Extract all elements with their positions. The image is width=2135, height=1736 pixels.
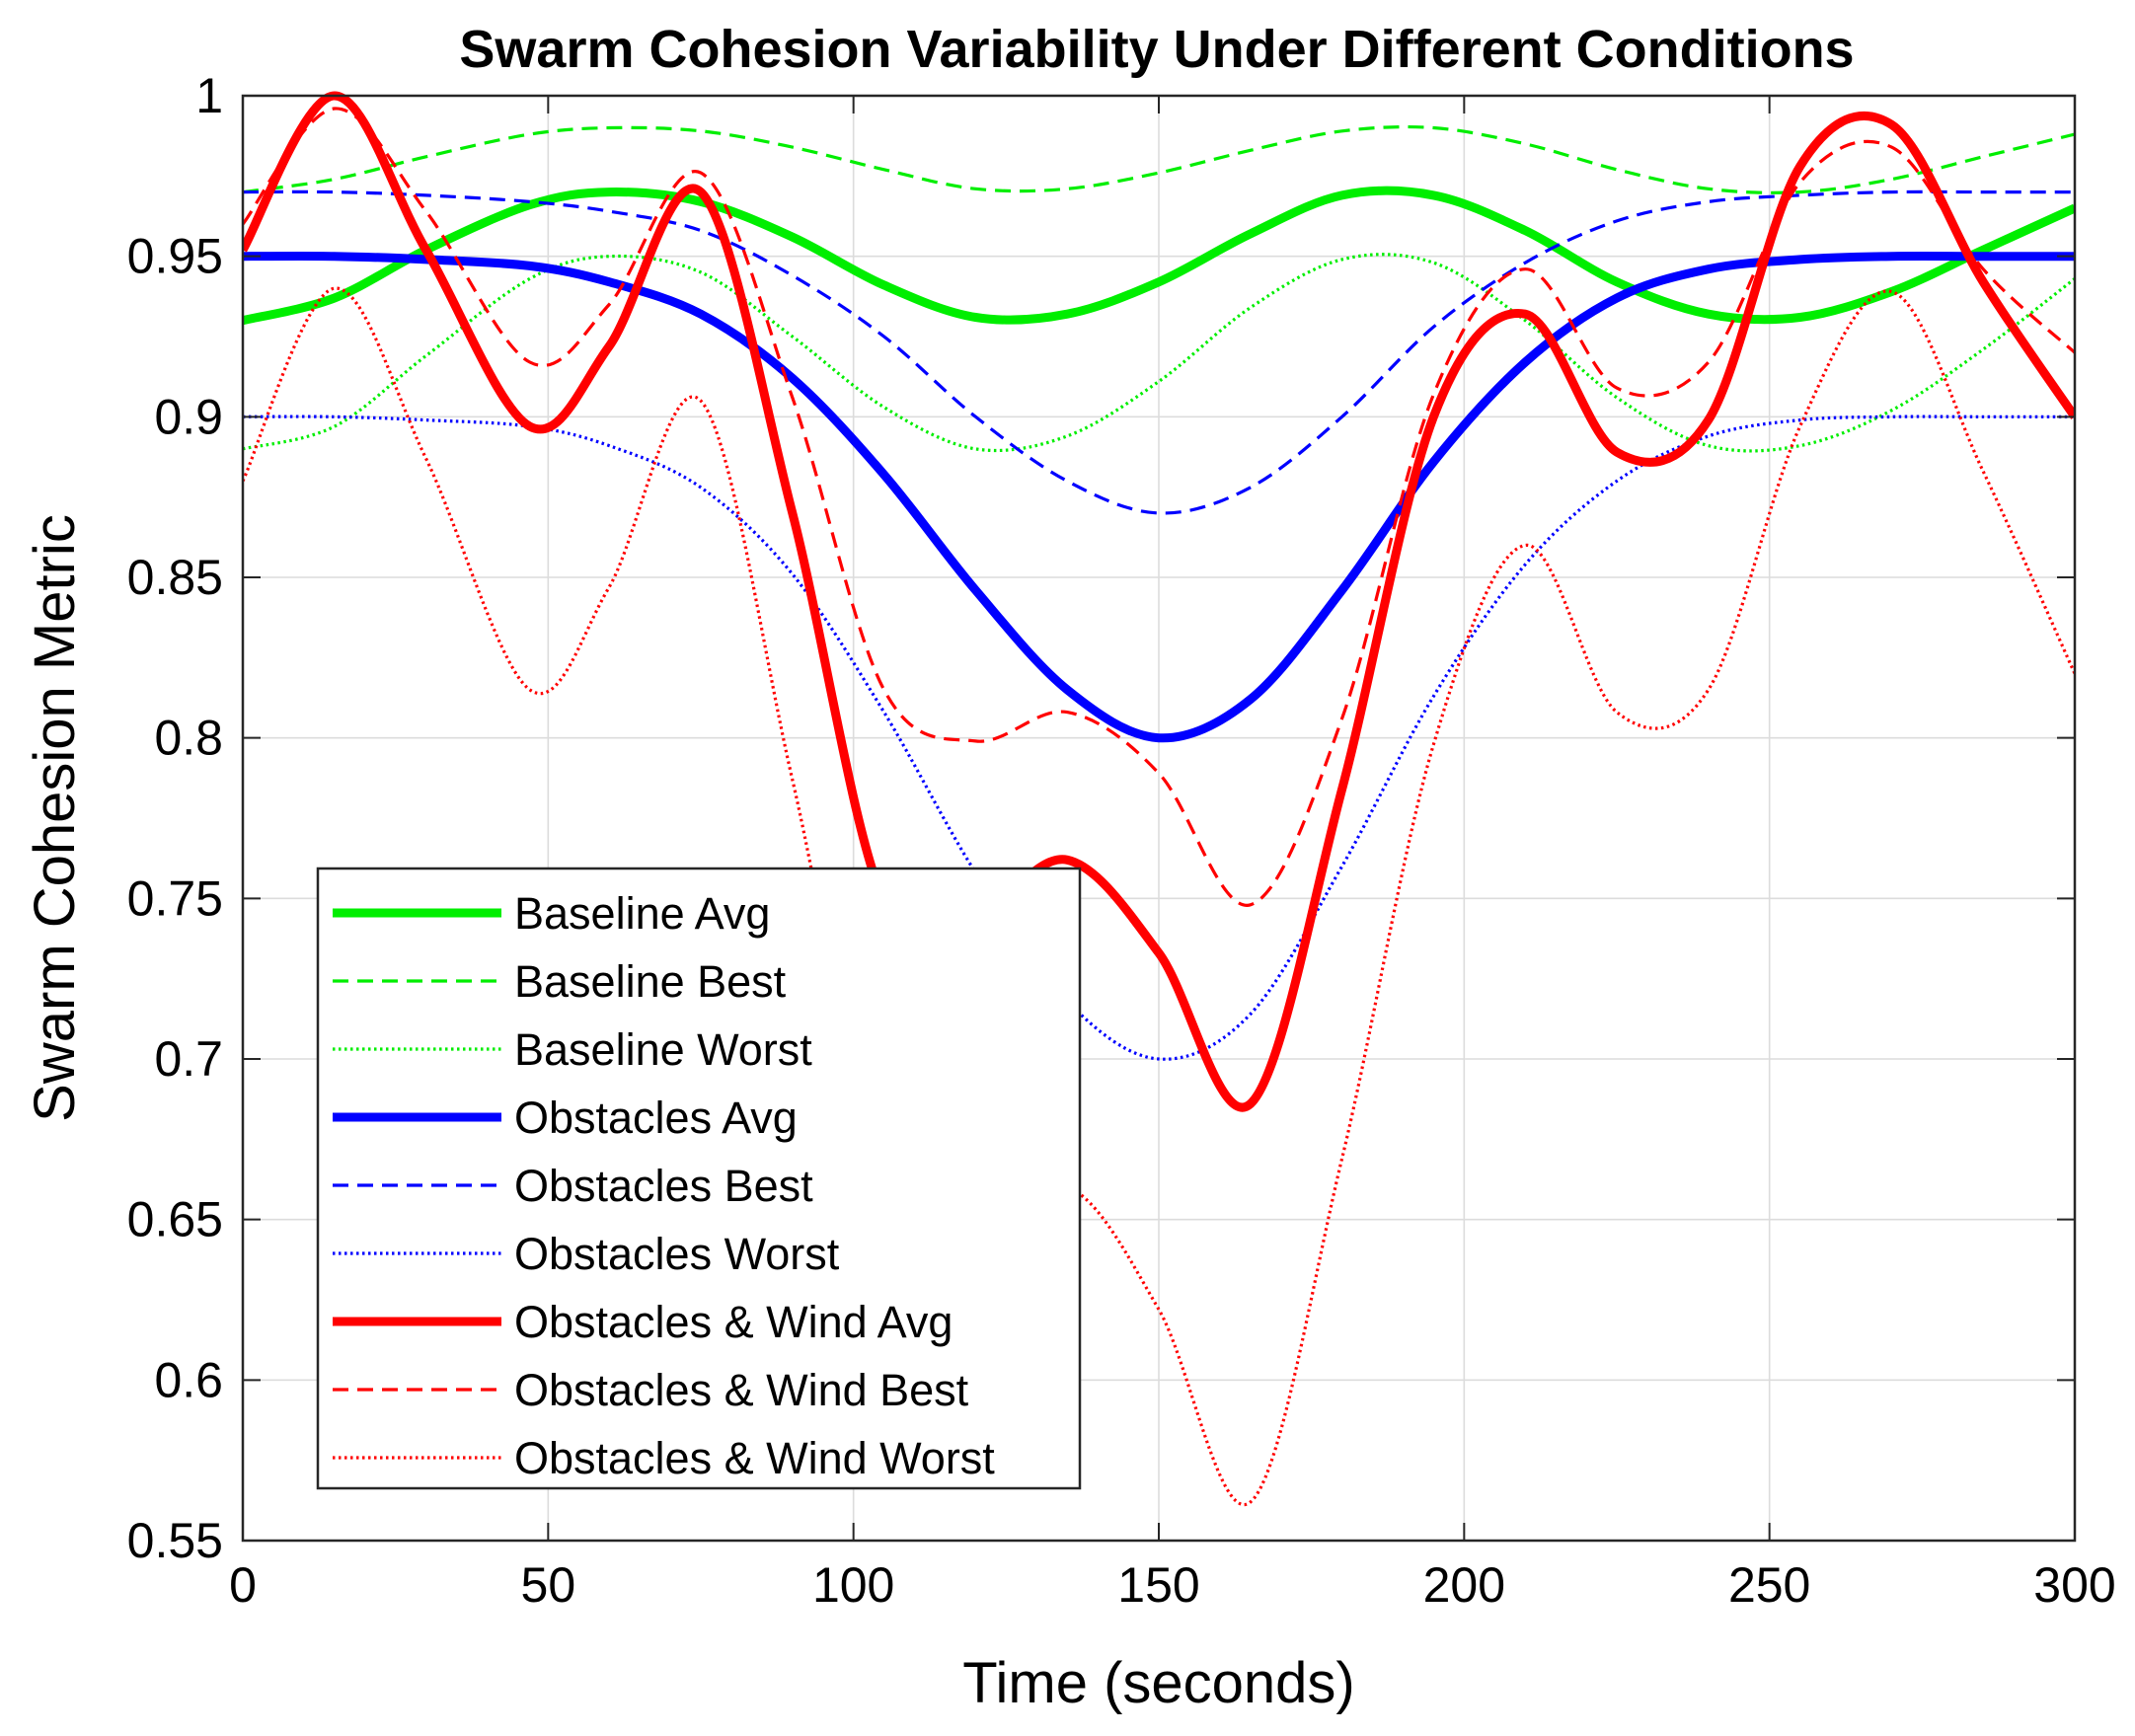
legend-label: Baseline Best <box>514 956 787 1007</box>
y-tick-label: 0.65 <box>127 1192 223 1247</box>
y-axis-label: Swarm Cohesion Metric <box>23 514 87 1122</box>
series-line-baseline-avg <box>243 186 2075 326</box>
legend-label: Obstacles Avg <box>514 1093 798 1143</box>
legend-label: Obstacles & Wind Worst <box>514 1433 995 1483</box>
x-tick-label: 250 <box>1728 1557 1810 1613</box>
y-tick-label: 0.8 <box>154 711 223 766</box>
y-tick-label: 0.95 <box>127 229 223 284</box>
legend-label: Obstacles Worst <box>514 1229 840 1279</box>
x-tick-label: 300 <box>2033 1557 2115 1613</box>
y-tick-label: 0.7 <box>154 1031 223 1087</box>
x-tick-label: 100 <box>812 1557 894 1613</box>
y-tick-label: 1 <box>195 68 223 123</box>
plot-lines <box>243 91 2075 1507</box>
legend-label: Obstacles Best <box>514 1161 813 1211</box>
x-tick-label: 200 <box>1423 1557 1505 1613</box>
legend: Baseline Avg Baseline Best Baseline Worst O… <box>316 867 1082 1490</box>
y-axis: 0.55 0.6 0.65 0.7 0.75 0.8 0.85 0.9 0.95 1 <box>127 68 2075 1568</box>
x-tick-label: 150 <box>1117 1557 1199 1613</box>
y-tick-label: 0.9 <box>154 389 223 444</box>
y-tick-label: 0.55 <box>127 1513 223 1568</box>
legend-box <box>316 867 1082 1490</box>
x-axis-label: Time (seconds) <box>962 1651 1355 1715</box>
series-line-obstacles-avg <box>243 251 2075 743</box>
legend-label: Obstacles & Wind Best <box>514 1365 969 1415</box>
x-tick-label: 50 <box>521 1557 576 1613</box>
series-line-obstacles-and-wind-avg <box>243 91 2075 1112</box>
legend-label: Obstacles & Wind Avg <box>514 1297 953 1347</box>
series-line-obstacles-and-wind-worst <box>243 286 2075 1507</box>
series-line-baseline-best <box>243 124 2075 194</box>
y-tick-label: 0.6 <box>154 1352 223 1407</box>
y-tick-label: 0.75 <box>127 870 223 926</box>
chart-title: Swarm Cohesion Variability Under Differe… <box>459 20 1854 79</box>
legend-label: Baseline Worst <box>514 1024 812 1075</box>
series-line-obstacles-worst <box>243 415 2075 1061</box>
x-axis: 0 50 100 150 200 250 300 <box>229 96 2116 1613</box>
y-tick-label: 0.85 <box>127 550 223 605</box>
legend-label: Baseline Avg <box>514 888 770 939</box>
x-tick-label: 0 <box>229 1557 257 1613</box>
